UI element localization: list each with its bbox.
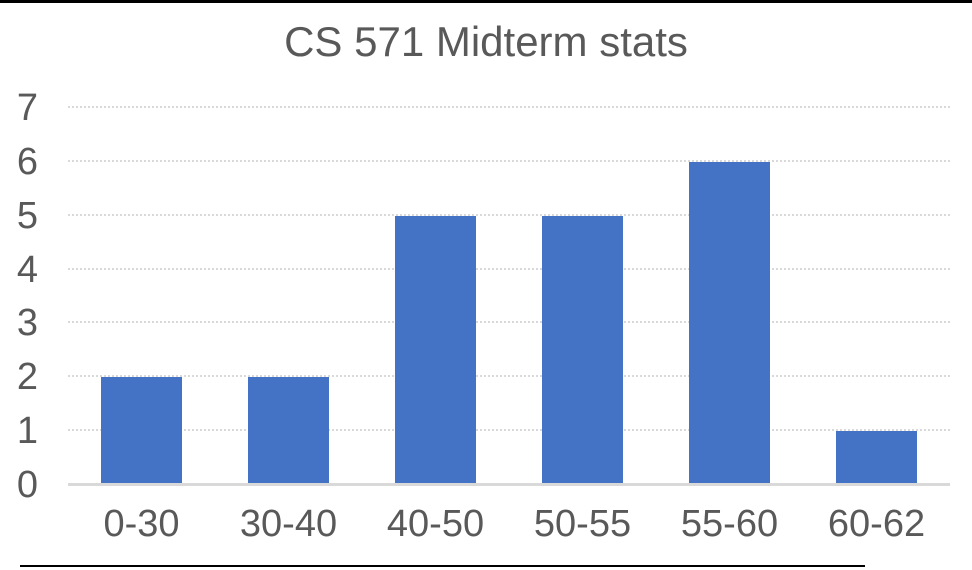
bar-slot xyxy=(656,108,803,485)
x-axis-tick-label: 50-55 xyxy=(533,503,632,545)
x-axis-tick-label: 40-50 xyxy=(386,503,485,545)
bar-slot xyxy=(215,108,362,485)
x-axis-tick-label: 60-62 xyxy=(827,503,926,545)
bar-30-40 xyxy=(248,377,329,485)
gridline-y-2 xyxy=(68,375,950,378)
y-axis-tick-label: 1 xyxy=(16,410,38,453)
x-axis-tick-label: 0-30 xyxy=(103,503,180,545)
bars-layer xyxy=(68,108,950,485)
gridline-y-1 xyxy=(68,429,950,432)
y-axis-tick-label: 0 xyxy=(16,464,38,506)
slide-bottom-border-line xyxy=(20,565,865,567)
x-axis-tick-label: 55-60 xyxy=(680,503,779,545)
bar-slot xyxy=(362,108,509,485)
chart-title: CS 571 Midterm stats xyxy=(284,18,688,65)
x-axis-labels: 0-30 30-40 40-50 50-55 55-60 60-62 xyxy=(68,503,950,545)
y-axis-tick-label: 7 xyxy=(16,87,38,129)
bar-slot xyxy=(509,108,656,485)
bar-40-50 xyxy=(395,215,476,485)
gridline-y-3 xyxy=(68,321,950,324)
gridlines-layer xyxy=(68,106,950,485)
y-axis-labels: 0 1 2 3 4 5 6 7 xyxy=(0,89,38,504)
bar-50-55 xyxy=(542,215,623,485)
x-axis-tick-label: 30-40 xyxy=(239,503,338,545)
y-axis-tick-label: 2 xyxy=(16,356,38,399)
y-axis-tick-label: 5 xyxy=(16,194,38,237)
gridline-y-4 xyxy=(68,267,950,270)
gridline-y-6 xyxy=(68,159,950,162)
bar-55-60 xyxy=(689,161,770,485)
slide-top-border-line xyxy=(0,0,972,3)
bar-60-62 xyxy=(836,431,917,485)
y-axis-tick-label: 4 xyxy=(16,248,38,291)
y-axis-tick-label: 6 xyxy=(16,140,38,183)
gridline-y-7 xyxy=(68,106,950,108)
bar-0-30 xyxy=(101,377,182,485)
plot-area xyxy=(68,106,950,486)
y-axis-tick-label: 3 xyxy=(16,302,38,345)
gridline-y-5 xyxy=(68,213,950,216)
bar-slot xyxy=(68,108,215,485)
x-axis-line xyxy=(68,483,950,486)
bar-slot xyxy=(803,108,950,485)
